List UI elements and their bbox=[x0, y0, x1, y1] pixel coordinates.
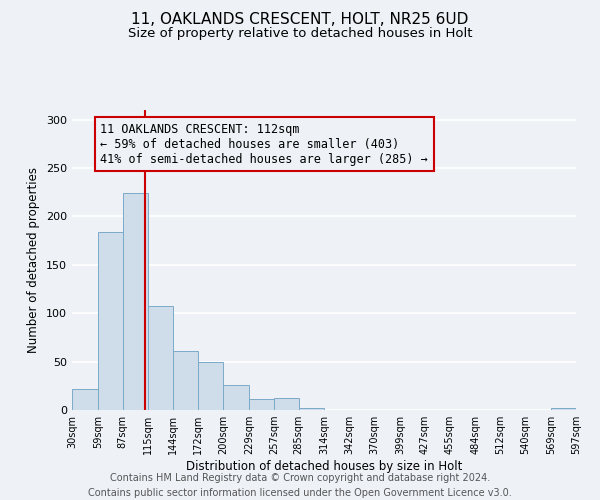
Text: Contains HM Land Registry data © Crown copyright and database right 2024.
Contai: Contains HM Land Registry data © Crown c… bbox=[88, 472, 512, 498]
X-axis label: Distribution of detached houses by size in Holt: Distribution of detached houses by size … bbox=[186, 460, 462, 473]
Bar bbox=[299, 408, 325, 410]
Bar bbox=[249, 400, 274, 410]
Y-axis label: Number of detached properties: Number of detached properties bbox=[28, 167, 40, 353]
Bar bbox=[148, 306, 173, 410]
Text: 11 OAKLANDS CRESCENT: 112sqm
← 59% of detached houses are smaller (403)
41% of s: 11 OAKLANDS CRESCENT: 112sqm ← 59% of de… bbox=[100, 122, 428, 166]
Bar bbox=[173, 351, 198, 410]
Bar bbox=[72, 388, 98, 410]
Bar bbox=[122, 193, 148, 410]
Text: Size of property relative to detached houses in Holt: Size of property relative to detached ho… bbox=[128, 28, 472, 40]
Bar bbox=[198, 362, 223, 410]
Text: 11, OAKLANDS CRESCENT, HOLT, NR25 6UD: 11, OAKLANDS CRESCENT, HOLT, NR25 6UD bbox=[131, 12, 469, 28]
Bar bbox=[551, 408, 576, 410]
Bar bbox=[274, 398, 299, 410]
Bar bbox=[98, 232, 122, 410]
Bar bbox=[223, 385, 249, 410]
